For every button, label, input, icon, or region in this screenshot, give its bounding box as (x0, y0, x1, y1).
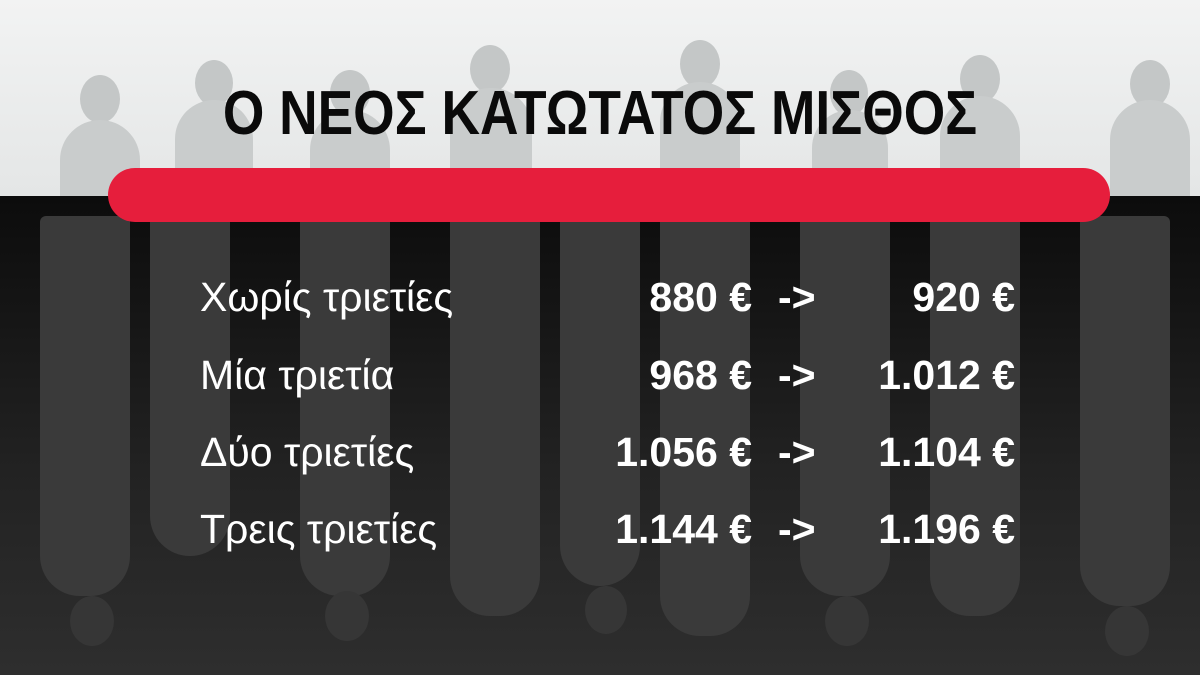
accent-bar (108, 168, 1110, 222)
row-label: Δύο τριετίες (200, 429, 415, 475)
salary-row: Τρεις τριετίες 1.144 € -> 1.196 € (0, 506, 1200, 566)
arrow: -> (778, 506, 816, 552)
old-salary: 1.056 € (615, 429, 752, 475)
new-salary: 1.104 € (878, 429, 1015, 475)
new-salary: 1.196 € (878, 506, 1015, 552)
old-salary: 1.144 € (615, 506, 752, 552)
arrow: -> (778, 274, 816, 320)
page-title: Ο ΝΕΟΣ ΚΑΤΩΤΑΤΟΣ ΜΙΣΘΟΣ (222, 79, 978, 148)
row-label: Χωρίς τριετίες (200, 274, 454, 320)
row-label: Τρεις τριετίες (200, 506, 438, 552)
row-label: Μία τριετία (200, 352, 395, 398)
salary-row: Χωρίς τριετίες 880 € -> 920 € (0, 274, 1200, 334)
old-salary: 968 € (649, 352, 752, 398)
background-silhouettes-reflection (0, 196, 1200, 675)
new-salary: 920 € (912, 274, 1015, 320)
salary-row: Μία τριετία 968 € -> 1.012 € (0, 352, 1200, 412)
old-salary: 880 € (649, 274, 752, 320)
salary-row: Δύο τριετίες 1.056 € -> 1.104 € (0, 429, 1200, 489)
arrow: -> (778, 429, 816, 475)
arrow: -> (778, 352, 816, 398)
new-salary: 1.012 € (878, 352, 1015, 398)
